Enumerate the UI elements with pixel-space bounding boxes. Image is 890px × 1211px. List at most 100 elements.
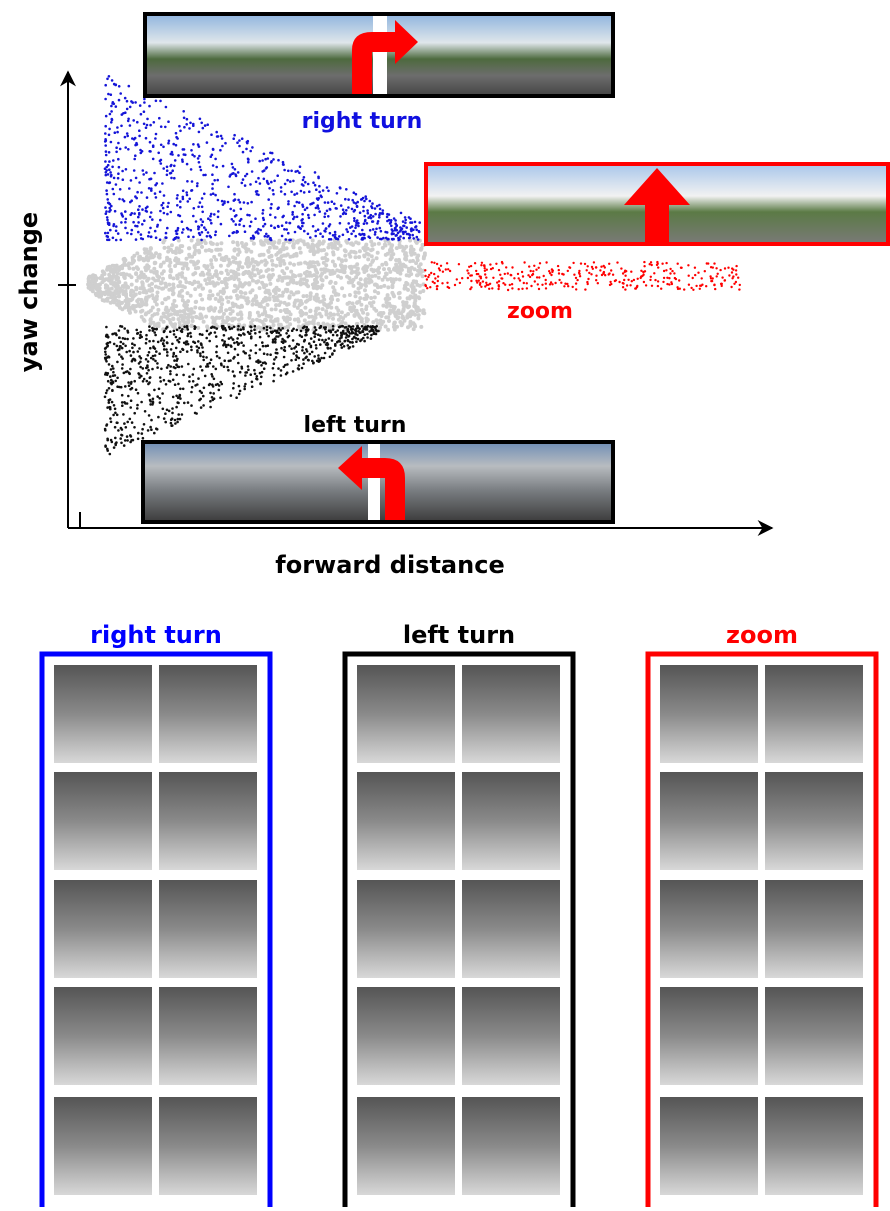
dot (238, 385, 241, 388)
dot (295, 254, 299, 258)
dot (233, 134, 236, 137)
dot (166, 336, 169, 339)
dot (407, 233, 410, 236)
dot (222, 287, 226, 291)
dot (274, 303, 278, 307)
dot (118, 306, 122, 310)
dot (112, 414, 115, 417)
dot (301, 225, 304, 228)
dot (190, 282, 194, 286)
dot (164, 412, 167, 415)
dot (243, 388, 246, 391)
dot (219, 149, 222, 152)
dot (148, 325, 151, 328)
dot (281, 291, 285, 295)
dot (323, 216, 326, 219)
dot (279, 248, 283, 252)
dot (526, 282, 528, 284)
dot (128, 384, 131, 387)
dot (148, 329, 151, 332)
dot (266, 326, 269, 329)
dot (122, 343, 125, 346)
dot (287, 170, 290, 173)
dot (518, 288, 520, 290)
dot (142, 290, 146, 294)
dot (384, 244, 388, 248)
dot (326, 186, 329, 189)
dot (214, 297, 218, 301)
dot (313, 214, 316, 217)
dot (283, 169, 286, 172)
dot (499, 274, 501, 276)
dot (239, 201, 242, 204)
dot (166, 250, 170, 254)
dot (123, 422, 126, 425)
dot (433, 273, 435, 275)
dot (149, 124, 152, 127)
dot (291, 211, 294, 214)
dot (213, 273, 217, 277)
dot (417, 313, 421, 317)
dot (266, 353, 269, 356)
dot (146, 118, 149, 121)
dot (301, 222, 304, 225)
right-turn-label: right turn (302, 109, 423, 134)
dot (127, 120, 130, 123)
dot (121, 404, 124, 407)
dot (355, 301, 359, 305)
dot (160, 125, 163, 128)
dot (181, 267, 185, 271)
dot (181, 413, 184, 416)
dot (126, 132, 129, 135)
dot (201, 197, 204, 200)
dot (104, 351, 107, 354)
dot (174, 256, 178, 260)
dot (263, 352, 266, 355)
dot (254, 373, 257, 376)
dot (604, 266, 606, 268)
dot (296, 201, 299, 204)
dot (192, 341, 195, 344)
dot (139, 334, 142, 337)
dot (671, 270, 673, 272)
dot (138, 213, 141, 216)
dot (242, 178, 245, 181)
dot (287, 200, 290, 203)
dot (357, 225, 360, 228)
dot (172, 379, 175, 382)
dot (170, 424, 173, 427)
dot (274, 291, 278, 295)
dot (317, 243, 321, 247)
dot (302, 358, 305, 361)
dot (350, 329, 353, 332)
dot (130, 233, 133, 236)
dot (357, 222, 360, 225)
left-turn-image (143, 442, 613, 522)
dot (105, 212, 108, 215)
dot (314, 171, 317, 174)
dot (116, 361, 119, 364)
dot (242, 295, 246, 299)
dot (159, 238, 162, 241)
dot (341, 325, 344, 328)
dot (169, 370, 172, 373)
dot (265, 261, 269, 265)
dot (283, 356, 286, 359)
dot (290, 191, 293, 194)
dot (171, 417, 174, 420)
dot (624, 270, 626, 272)
dot (501, 277, 503, 279)
dot (111, 365, 114, 368)
dot (334, 331, 337, 334)
dot (199, 201, 202, 204)
dot (135, 177, 138, 180)
dot (161, 277, 165, 281)
dot (349, 242, 353, 246)
dot (284, 183, 287, 186)
dot (113, 343, 116, 346)
dot (119, 265, 123, 269)
dot (418, 284, 422, 288)
dot (303, 230, 306, 233)
dot (352, 284, 356, 288)
dot (166, 351, 169, 354)
